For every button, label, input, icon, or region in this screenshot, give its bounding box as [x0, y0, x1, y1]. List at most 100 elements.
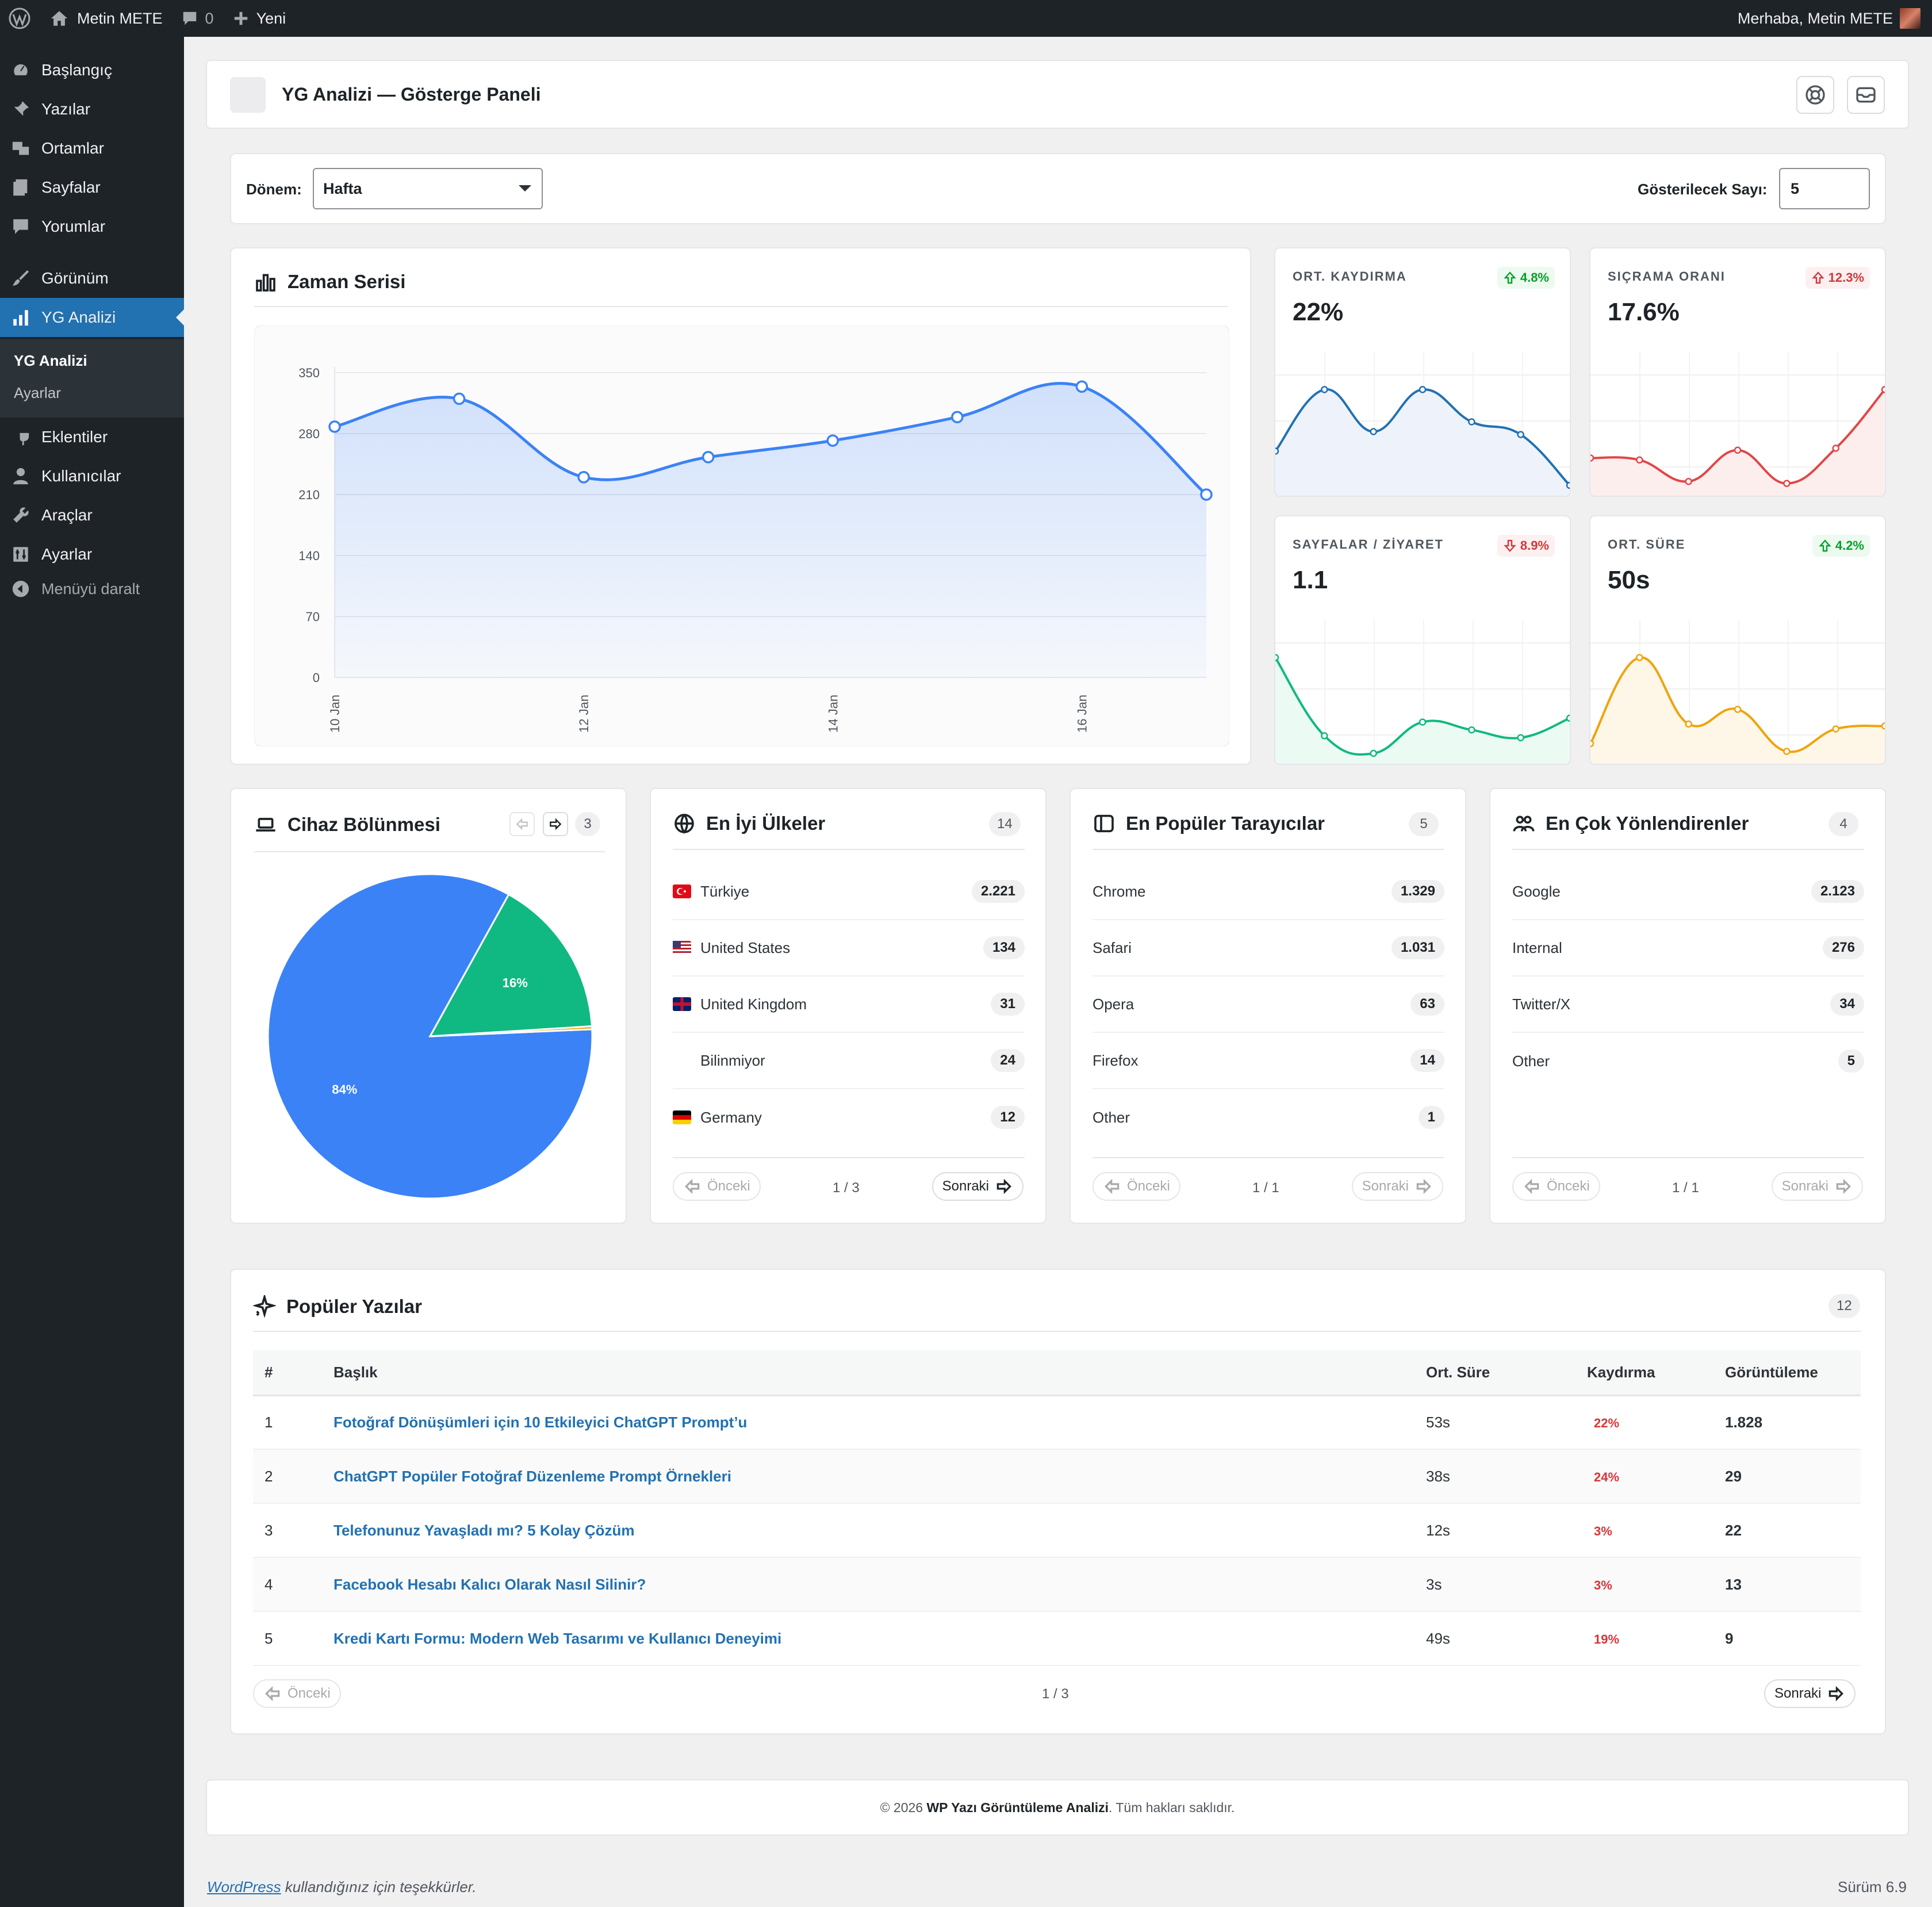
referrers-prev-button[interactable]: Önceki — [1512, 1172, 1600, 1201]
footer-brand: WP Yazı Görüntüleme Analizi — [926, 1799, 1109, 1815]
post-views: 22 — [1725, 1503, 1861, 1558]
y-tick-label: 70 — [306, 610, 320, 624]
device-card: Cihaz Bölünmesi 3 84% 16% — [230, 788, 627, 1224]
post-time: 3s — [1426, 1557, 1587, 1612]
plugin-footer: © 2026 WP Yazı Görüntüleme Analizi. Tüm … — [206, 1779, 1909, 1836]
post-title-link[interactable]: Kredi Kartı Formu: Modern Web Tasarımı v… — [334, 1629, 782, 1647]
kpi-delta-badge: 12.3% — [1805, 267, 1870, 289]
post-title-link[interactable]: Facebook Hesabı Kalıcı Olarak Nasıl Sili… — [334, 1575, 646, 1593]
list-item[interactable]: Google 2.123 — [1512, 864, 1864, 920]
list-item[interactable]: Opera 63 — [1092, 977, 1444, 1033]
post-title-link[interactable]: ChatGPT Popüler Fotoğraf Düzenleme Promp… — [334, 1467, 731, 1485]
wordpress-logo-icon[interactable] — [0, 0, 40, 37]
data-point[interactable] — [1200, 488, 1213, 501]
posts-next-button[interactable]: Sonraki — [1764, 1679, 1856, 1708]
sidebar-item-chart[interactable]: YG Analizi — [0, 298, 184, 337]
countries-next-button[interactable]: Sonraki — [931, 1172, 1023, 1201]
list-item[interactable]: Türkiye 2.221 — [673, 864, 1025, 920]
support-button[interactable] — [1796, 76, 1834, 114]
submenu-item-current[interactable]: YG Analizi — [14, 352, 87, 369]
post-index: 4 — [253, 1557, 334, 1612]
new-content-link[interactable]: Yeni — [223, 0, 296, 37]
sidebar-item-plugins[interactable]: Eklentiler — [0, 418, 184, 457]
pie-slice-label: 16% — [503, 976, 528, 990]
data-point[interactable] — [702, 451, 715, 464]
sidebar-item-users[interactable]: Kullanıcılar — [0, 457, 184, 496]
data-point[interactable] — [826, 434, 839, 447]
sidebar-item-dashboard[interactable]: Başlangıç — [0, 51, 184, 90]
sidebar-item-appearance[interactable]: Görünüm — [0, 259, 184, 298]
sidebar-item-tools[interactable]: Araçlar — [0, 496, 184, 535]
pie-slice-label: 84% — [332, 1082, 357, 1097]
posts-page-info: 1 / 3 — [1042, 1686, 1069, 1702]
chart-icon — [0, 308, 41, 327]
wordpress-link[interactable]: WordPress — [207, 1878, 281, 1895]
list-item[interactable]: Other 1 — [1092, 1089, 1444, 1146]
appearance-icon — [0, 269, 41, 288]
sidebar-item-pin[interactable]: Yazılar — [0, 90, 184, 129]
period-select[interactable]: Hafta — [313, 168, 543, 209]
sidebar-item-collapse[interactable]: Menüyü daralt — [0, 572, 184, 606]
list-item[interactable]: Germany 12 — [673, 1089, 1025, 1146]
list-item[interactable]: United Kingdom 31 — [673, 977, 1025, 1033]
post-scroll: 22% — [1594, 1415, 1620, 1430]
site-name-link[interactable]: Metin METE — [40, 0, 172, 37]
table-row: 1 Fotoğraf Dönüşümleri için 10 Etkileyici… — [253, 1395, 1861, 1450]
sparkline-point — [1734, 446, 1742, 454]
posts-prev-button[interactable]: Önceki — [253, 1679, 341, 1708]
browsers-prev-label: Önceki — [1127, 1178, 1170, 1194]
sidebar-item-pages[interactable]: Sayfalar — [0, 168, 184, 207]
contact-button[interactable] — [1847, 76, 1885, 114]
account-menu[interactable]: Merhaba, Metin METE — [1728, 0, 1932, 37]
post-title-link[interactable]: Fotoğraf Dönüşümleri için 10 Etkileyici … — [334, 1413, 747, 1431]
sidebar-item-settings[interactable]: Ayarlar — [0, 535, 184, 574]
referrers-next-button[interactable]: Sonraki — [1771, 1172, 1863, 1201]
count-input[interactable]: 5 — [1779, 168, 1870, 209]
comments-link[interactable]: 0 — [172, 0, 223, 37]
copyright-prefix: © 2026 — [880, 1799, 923, 1815]
kpi-delta-badge: 4.8% — [1497, 267, 1555, 289]
submenu-item-settings[interactable]: Ayarlar — [14, 384, 61, 401]
data-point[interactable] — [951, 411, 964, 423]
list-item[interactable]: Twitter/X 34 — [1512, 977, 1864, 1033]
sparkline-point — [1275, 654, 1279, 661]
sidebar-item-label: Yazılar — [41, 100, 91, 118]
arrow-right-icon — [996, 1178, 1011, 1194]
device-prev-button[interactable] — [509, 812, 535, 836]
data-point[interactable] — [577, 470, 590, 484]
data-point[interactable] — [453, 392, 466, 405]
browsers-next-button[interactable]: Sonraki — [1351, 1172, 1443, 1201]
browsers-prev-button[interactable]: Önceki — [1092, 1172, 1180, 1201]
list-item-label: Other — [1092, 1108, 1130, 1126]
sidebar-item-media[interactable]: Ortamlar — [0, 129, 184, 168]
list-item[interactable]: Bilinmiyor 24 — [673, 1033, 1025, 1089]
kpi-label: ORT. KAYDIRMA — [1293, 269, 1407, 284]
sparkline-line — [1590, 656, 1885, 753]
sparkline-point — [1832, 445, 1839, 452]
data-point[interactable] — [328, 420, 341, 433]
list-item[interactable]: Other 5 — [1512, 1033, 1864, 1089]
device-next-button[interactable] — [543, 812, 568, 836]
list-item[interactable]: Internal 276 — [1512, 920, 1864, 977]
sparkline-area — [1590, 389, 1885, 496]
timeseries-title-text: Zaman Serisi — [288, 271, 406, 292]
pie-slice[interactable] — [430, 1025, 593, 1037]
post-title-link[interactable]: Telefonunuz Yavaşladı mı? 5 Kolay Çözüm — [334, 1521, 635, 1539]
page-title: YG Analizi — Gösterge Paneli — [282, 84, 541, 105]
pie-slice[interactable] — [428, 893, 593, 1037]
list-item[interactable]: Chrome 1.329 — [1092, 864, 1444, 920]
list-item[interactable]: United States 134 — [673, 920, 1025, 977]
new-label: Yeni — [256, 9, 286, 27]
comments-count: 0 — [205, 9, 214, 27]
list-item[interactable]: Firefox 14 — [1092, 1033, 1444, 1089]
kpi-value: 22% — [1293, 298, 1344, 326]
list-item[interactable]: Safari 1.031 — [1092, 920, 1444, 977]
sidebar-item-comments[interactable]: Yorumlar — [0, 207, 184, 246]
post-title-cell: Facebook Hesabı Kalıcı Olarak Nasıl Sili… — [334, 1557, 1426, 1612]
post-views: 29 — [1725, 1449, 1861, 1504]
sparkline-point — [1566, 481, 1570, 489]
data-point[interactable] — [1075, 380, 1088, 393]
list-item-value: 2.123 — [1811, 880, 1864, 903]
countries-page-info: 1 / 3 — [833, 1180, 860, 1196]
countries-prev-button[interactable]: Önceki — [673, 1172, 761, 1201]
